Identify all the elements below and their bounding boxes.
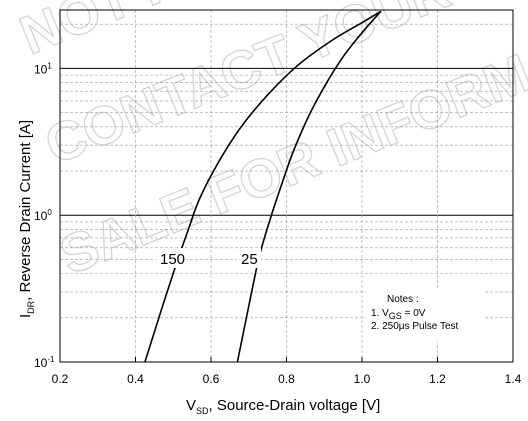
watermark: NOT RECOMMENDED CONTACT YOUR ON SEMI SAL… — [11, 0, 528, 287]
x-tick-label: 0.2 — [52, 372, 69, 386]
y-axis-title: IDR, Reverse Drain Current [A] — [17, 120, 36, 318]
notes-line-1-rest: = 0V — [402, 308, 426, 319]
notes-bg — [366, 288, 484, 342]
x-tick-label: 1.4 — [505, 372, 522, 386]
y-axis-title-main: I — [17, 314, 34, 318]
curve-label-25: 25 — [241, 251, 258, 268]
y-tick-label: 100 — [34, 208, 52, 223]
notes-title: Notes : — [387, 294, 419, 305]
plot-frame — [59, 9, 514, 363]
x-tick-label: 0.8 — [278, 372, 295, 386]
curves — [144, 10, 382, 363]
notes-line-1-sub: GS — [389, 311, 402, 321]
y-axis-title-rest: , Reverse Drain Current [A] — [17, 120, 34, 301]
y-tick-label: 10-1 — [34, 355, 55, 370]
series-curve-25 — [236, 10, 382, 363]
y-axis-title-sub: DR — [26, 300, 36, 313]
curve-label-bg-150 — [156, 248, 186, 268]
notes-line-2: 2. 250μs Pulse Test — [371, 321, 459, 332]
notes-line-1-prefix: 1. V — [371, 308, 389, 319]
x-axis-title: VSD, Source-Drain voltage [V] — [186, 397, 380, 416]
x-tick-label: 0.4 — [127, 372, 144, 386]
x-tick-label: 1.0 — [354, 372, 371, 386]
notes-line-1: 1. VGS = 0V — [371, 308, 426, 321]
notes-box: Notes : 1. VGS = 0V 2. 250μs Pulse Test — [366, 288, 484, 342]
series-curve-150 — [144, 10, 382, 363]
y-tick-labels: 10-1 100 101 — [34, 61, 55, 370]
x-tick-label: 1.2 — [429, 372, 446, 386]
x-axis-title-main: V — [186, 397, 196, 414]
curve-label-150: 150 — [160, 251, 185, 268]
curve-label-bg-25 — [237, 248, 261, 268]
y-tick-label: 101 — [34, 61, 52, 76]
x-tick-label: 0.6 — [203, 372, 220, 386]
x-axis-title-sub: SD — [196, 406, 209, 416]
x-tick-labels: 0.2 0.4 0.6 0.8 1.0 1.2 1.4 — [52, 372, 522, 386]
grid — [59, 10, 514, 363]
x-axis-title-rest: , Source-Drain voltage [V] — [209, 397, 381, 414]
